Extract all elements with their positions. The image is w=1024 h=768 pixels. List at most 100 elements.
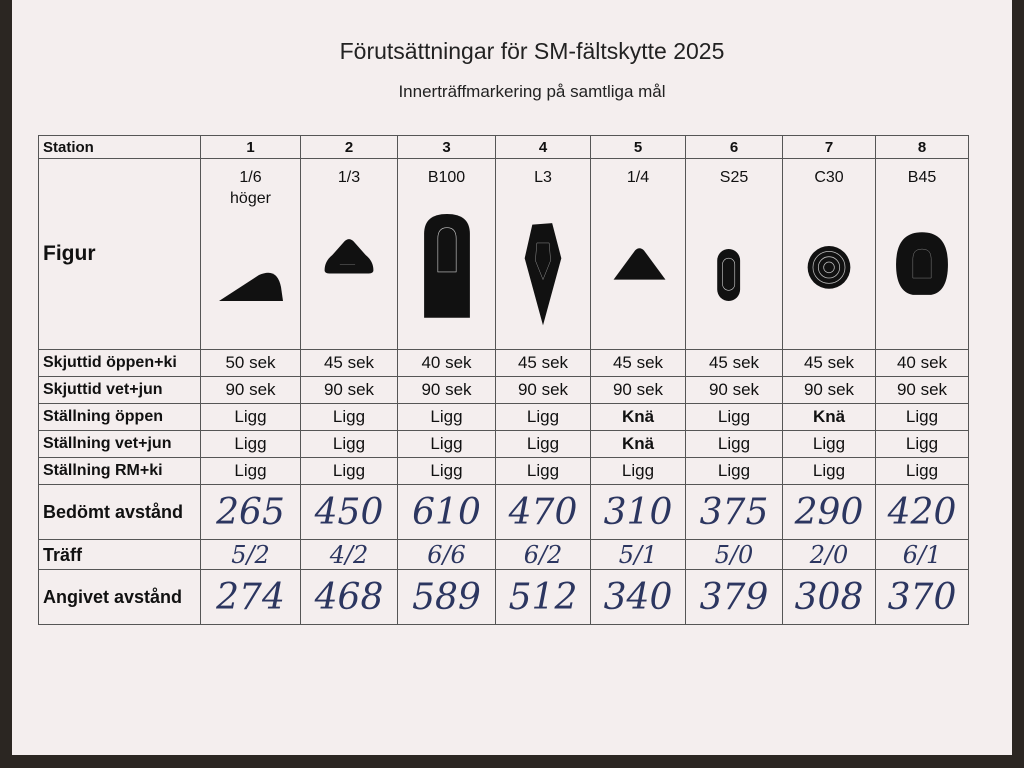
cell: Knä — [782, 403, 876, 431]
paper: Förutsättningar för SM-fältskytte 2025 I… — [12, 0, 1012, 755]
cell: Ligg — [685, 457, 783, 485]
handwritten-cell: 274 — [200, 569, 301, 625]
cell: Ligg — [875, 403, 969, 431]
cell: 50 sek — [200, 349, 301, 377]
cell: Ligg — [875, 430, 969, 458]
station-number: 7 — [782, 135, 876, 159]
handwritten-cell: 468 — [300, 569, 398, 625]
figure-name: S25 — [719, 169, 749, 186]
handwritten-cell: 375 — [685, 484, 783, 540]
cell: Ligg — [397, 430, 496, 458]
row-label: Skjuttid vet+jun — [38, 376, 201, 404]
cell: Ligg — [300, 457, 398, 485]
handwritten-cell: 5/2 — [200, 539, 301, 570]
figure-name: 1/4 — [626, 169, 650, 186]
handwritten-cell: 290 — [782, 484, 876, 540]
figure-cell: S25 — [685, 158, 783, 350]
figure-name: L3 — [534, 169, 552, 186]
table: Station 1 2 3 4 5 6 7 8 Figur 1/6 höger 1/3 B100 L3 1/… — [38, 135, 969, 625]
figure-cell: 1/6 höger — [200, 158, 301, 350]
handwritten-cell: 470 — [495, 484, 591, 540]
row-label: Ställning vet+jun — [38, 430, 201, 458]
figure-row: Figur 1/6 höger 1/3 B100 L3 1/4 S25 C30 B45 — [38, 158, 969, 350]
cell: Ligg — [782, 457, 876, 485]
figure-name: C30 — [814, 169, 844, 186]
target-figure — [613, 248, 666, 280]
cell: Ligg — [200, 430, 301, 458]
figure-cell: L3 — [495, 158, 591, 350]
station-number: 4 — [495, 135, 591, 159]
cell: 90 sek — [875, 376, 969, 404]
subtitle: Innerträffmarkering på samtliga mål — [398, 82, 666, 101]
row-label: Ställning RM+ki — [38, 457, 201, 485]
handwritten-cell: 2/0 — [782, 539, 876, 570]
cell: 90 sek — [685, 376, 783, 404]
station-label: Station — [38, 135, 201, 159]
cell: 40 sek — [875, 349, 969, 377]
figure-cell: B45 — [875, 158, 969, 350]
target-figure — [524, 223, 562, 326]
handwritten-cell: 450 — [300, 484, 398, 540]
row-label: Bedömt avstånd — [38, 484, 201, 540]
handwritten-cell: 610 — [397, 484, 496, 540]
handwritten-cell: 310 — [590, 484, 686, 540]
data-row: Ställning vet+jun Ligg Ligg Ligg Ligg Knä Ligg… — [38, 430, 969, 458]
cell: Ligg — [685, 430, 783, 458]
figure-cell: B100 — [397, 158, 496, 350]
figure-name: 1/6 höger — [230, 169, 271, 207]
cell: Ligg — [495, 430, 591, 458]
handwritten-cell: 6/6 — [397, 539, 496, 570]
handwritten-cell: 6/2 — [495, 539, 591, 570]
target-figure — [423, 213, 470, 318]
title: Förutsättningar för SM-fältskytte 2025 — [339, 38, 725, 64]
cell: 90 sek — [397, 376, 496, 404]
station-number: 8 — [875, 135, 969, 159]
station-number: 2 — [300, 135, 398, 159]
data-row: Skjuttid öppen+ki 50 sek 45 sek 40 sek 45 se… — [38, 349, 969, 377]
target-figure — [324, 239, 374, 274]
cell: 90 sek — [590, 376, 686, 404]
handwritten-cell: 589 — [397, 569, 496, 625]
handwritten-cell: 379 — [685, 569, 783, 625]
figure-cell: C30 — [782, 158, 876, 350]
cell: Ligg — [590, 457, 686, 485]
target-figure — [807, 246, 851, 289]
cell: 40 sek — [397, 349, 496, 377]
handwritten-cell: 6/1 — [875, 539, 969, 570]
handwritten-cell: 265 — [200, 484, 301, 540]
cell: Ligg — [782, 430, 876, 458]
cell: Ligg — [200, 457, 301, 485]
handwritten-cell: 370 — [875, 569, 969, 625]
header-row: Station 1 2 3 4 5 6 7 8 — [38, 135, 969, 159]
handwritten-cell: 512 — [495, 569, 591, 625]
cell: Ligg — [300, 430, 398, 458]
data-row: Ställning RM+ki Ligg Ligg Ligg Ligg Ligg Ligg L… — [38, 457, 969, 485]
station-number: 6 — [685, 135, 783, 159]
cell: 45 sek — [300, 349, 398, 377]
cell: 45 sek — [685, 349, 783, 377]
target-figure — [896, 232, 948, 295]
figure-label: Figur — [38, 158, 201, 350]
cell: Ligg — [200, 403, 301, 431]
target-figure — [717, 249, 741, 301]
cell: Ligg — [495, 403, 591, 431]
cell: Ligg — [685, 403, 783, 431]
figure-name: 1/3 — [337, 169, 361, 186]
data-row: Ställning öppen Ligg Ligg Ligg Ligg Knä Ligg Kn… — [38, 403, 969, 431]
handwritten-cell: 420 — [875, 484, 969, 540]
row-label: Skjuttid öppen+ki — [38, 349, 201, 377]
handwritten-cell: 5/1 — [590, 539, 686, 570]
cell: Knä — [590, 403, 686, 431]
cell: Knä — [590, 430, 686, 458]
figure-name: B45 — [907, 169, 937, 186]
station-number: 3 — [397, 135, 496, 159]
row-label: Ställning öppen — [38, 403, 201, 431]
cell: 90 sek — [782, 376, 876, 404]
station-number: 5 — [590, 135, 686, 159]
cell: 45 sek — [495, 349, 591, 377]
data-row: Träff 5/2 4/2 6/6 6/2 5/1 5/0 2/0 6/1 — [38, 539, 969, 570]
handwritten-cell: 4/2 — [300, 539, 398, 570]
cell: Ligg — [495, 457, 591, 485]
cell: Ligg — [397, 457, 496, 485]
